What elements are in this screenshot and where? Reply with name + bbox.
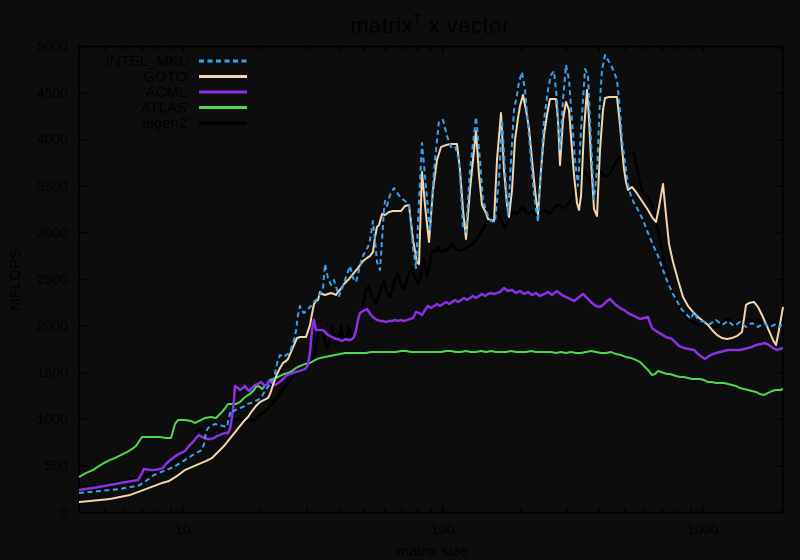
svg-text:10: 10 <box>175 521 191 537</box>
svg-text:2000: 2000 <box>37 318 68 334</box>
svg-text:'ACML': 'ACML' <box>143 84 191 101</box>
svg-text:1000: 1000 <box>687 521 718 537</box>
svg-text:2500: 2500 <box>37 271 68 287</box>
svg-text:matrix size: matrix size <box>396 543 468 560</box>
svg-text:'INTEL_MKL': 'INTEL_MKL' <box>103 53 191 70</box>
svg-text:500: 500 <box>45 457 69 473</box>
svg-text:4500: 4500 <box>37 85 68 101</box>
svg-text:MFLOPS: MFLOPS <box>7 249 24 311</box>
svg-text:1500: 1500 <box>37 364 68 380</box>
svg-text:'eigen2': 'eigen2' <box>139 115 190 132</box>
svg-text:0: 0 <box>60 504 68 520</box>
svg-text:3500: 3500 <box>37 178 68 194</box>
svg-text:'GOTO': 'GOTO' <box>140 69 190 86</box>
svg-text:4000: 4000 <box>37 131 68 147</box>
svg-text:5000: 5000 <box>37 38 68 54</box>
svg-text:100: 100 <box>431 521 455 537</box>
svg-text:matrixT x vector: matrixT x vector <box>350 11 510 38</box>
svg-text:'ATLAS': 'ATLAS' <box>138 100 190 117</box>
svg-text:1000: 1000 <box>37 411 68 427</box>
svg-text:3000: 3000 <box>37 224 68 240</box>
